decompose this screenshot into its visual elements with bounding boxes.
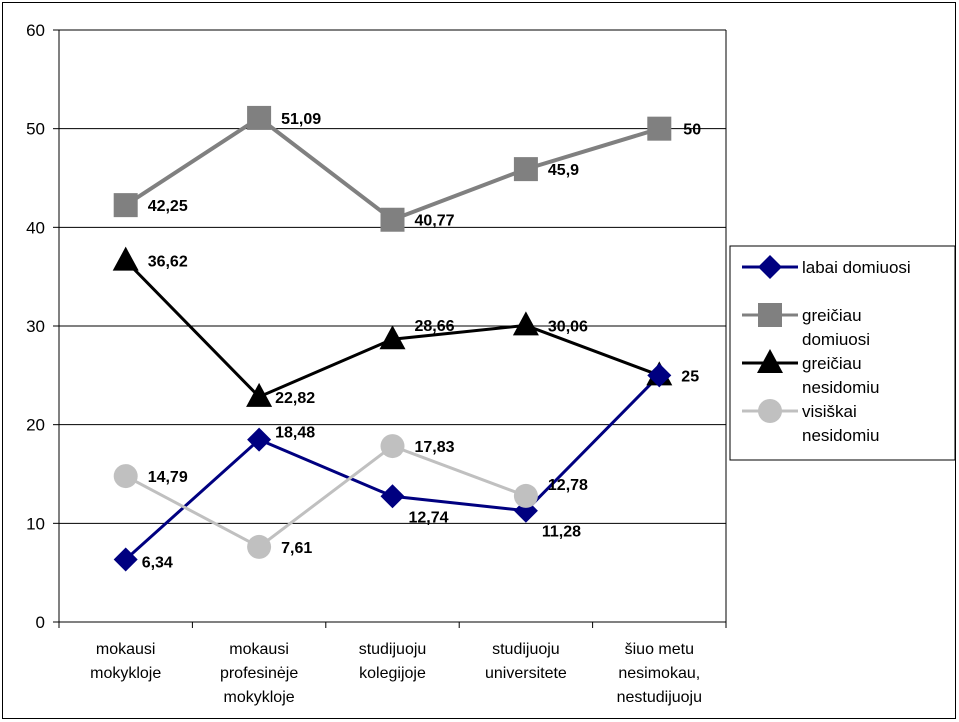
data-label: 45,9: [548, 162, 579, 179]
y-tick-label: 30: [26, 317, 45, 336]
data-point-diamond: [113, 547, 138, 572]
series-line-visiškai-nesidomiu: [124, 444, 527, 549]
data-label: 7,61: [281, 540, 312, 557]
x-category-label: studijuoju kolegijoje: [359, 641, 427, 682]
data-point-triangle: [112, 246, 139, 271]
x-category-label: mokausi profesinėje mokykloje: [220, 641, 298, 706]
legend-marker-diamond: [758, 255, 782, 279]
data-point-diamond: [380, 484, 405, 509]
y-tick-label: 40: [26, 218, 45, 237]
y-tick-label: 20: [26, 416, 45, 435]
data-label: 12,74: [409, 509, 449, 526]
series-line-greičiau-domiuosi: [124, 115, 660, 223]
legend-label: visiškai nesidomiu: [802, 402, 880, 445]
legend-label: greičiau domiuosi: [802, 306, 870, 349]
data-point-diamond: [247, 427, 272, 452]
legend-marker-triangle: [757, 349, 783, 373]
legend-marker-square: [758, 303, 782, 327]
data-label: 17,83: [415, 439, 455, 456]
x-category-label: šiuo metu nesimokau, nestudijuoju: [617, 641, 702, 706]
data-point-circle: [513, 483, 538, 508]
data-label: 30,06: [548, 318, 588, 335]
data-label: 36,62: [148, 254, 188, 271]
x-axis-categories: mokausi mokykloje mokausi profesinėje mokykl…: [58, 622, 727, 706]
data-point-square: [247, 105, 272, 130]
data-label: 50: [683, 122, 701, 139]
data-label: 22,82: [275, 390, 315, 407]
data-label: 25: [681, 368, 699, 385]
legend: labai domiuosi greičiau domiuosi greičiau ne…: [729, 245, 956, 461]
data-label: 12,78: [548, 477, 588, 494]
data-point-square: [513, 157, 538, 182]
y-axis-ticks: 0 10 20 30 40 50 60: [26, 21, 59, 632]
data-point-circle: [380, 434, 405, 459]
legend-box: [729, 245, 956, 461]
data-point-diamond: [647, 363, 672, 388]
data-point-square: [647, 116, 672, 141]
data-label: 42,25: [148, 198, 188, 215]
y-tick-label: 50: [26, 120, 45, 139]
data-label: 51,09: [281, 111, 321, 128]
legend-label: greičiau nesidomiu: [802, 354, 880, 397]
data-point-circle: [247, 534, 272, 559]
y-tick-label: 0: [36, 613, 45, 632]
data-label: 14,79: [148, 469, 188, 486]
y-tick-label: 10: [26, 514, 45, 533]
x-category-label: studijuoju universitete: [485, 641, 567, 682]
data-point-triangle: [379, 325, 406, 350]
data-point-circle: [113, 464, 138, 489]
data-point-triangle: [512, 311, 539, 336]
x-category-label: mokausi mokykloje: [90, 641, 161, 682]
data-label: 11,28: [542, 524, 581, 541]
data-point-square: [113, 193, 138, 218]
data-point-square: [380, 207, 405, 232]
data-label: 40,77: [415, 213, 455, 230]
legend-label: labai domiuosi: [802, 258, 911, 277]
legend-marker-circle: [758, 399, 782, 423]
data-label: 18,48: [275, 425, 315, 442]
y-tick-label: 60: [26, 21, 45, 40]
data-label: 28,66: [415, 318, 455, 335]
series-group: [112, 105, 673, 572]
data-label: 6,34: [142, 554, 173, 571]
gridlines: [59, 29, 726, 524]
data-point-triangle: [246, 382, 273, 407]
data-labels-group: 6,34 18,48 12,74 11,28 25 42,25 51,09 40,77 45,9…: [142, 111, 701, 572]
